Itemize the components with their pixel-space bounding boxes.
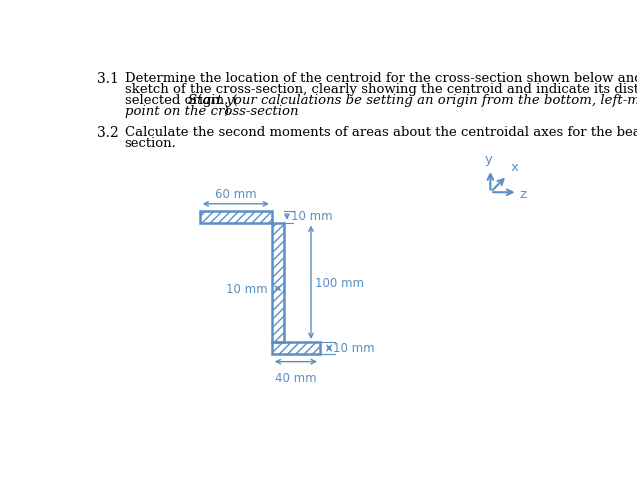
- Text: Calculate the second moments of areas about the centroidal axes for the beam cro: Calculate the second moments of areas ab…: [125, 126, 637, 139]
- Text: 40 mm: 40 mm: [275, 371, 317, 384]
- Text: point on the cross-section: point on the cross-section: [125, 105, 298, 118]
- Bar: [272, 342, 320, 354]
- Text: x: x: [510, 161, 518, 174]
- Text: selected origin. (: selected origin. (: [125, 94, 238, 107]
- Text: 3.1: 3.1: [97, 72, 118, 86]
- Text: 100 mm: 100 mm: [315, 276, 364, 289]
- Text: section.: section.: [125, 137, 176, 150]
- Bar: [272, 342, 320, 354]
- Bar: [272, 342, 320, 354]
- Bar: [272, 223, 284, 342]
- Text: ).: ).: [223, 105, 233, 118]
- Text: 10 mm: 10 mm: [291, 210, 333, 223]
- Bar: [200, 211, 272, 223]
- Text: 3.2: 3.2: [97, 126, 118, 140]
- Bar: [200, 211, 272, 223]
- Text: Determine the location of the centroid for the cross-section shown below and dra: Determine the location of the centroid f…: [125, 72, 637, 85]
- Text: 10 mm: 10 mm: [226, 282, 268, 295]
- Text: 10 mm: 10 mm: [333, 342, 375, 355]
- Text: y: y: [485, 153, 493, 166]
- Text: Start your calculations be setting an origin from the bottom, left-most: Start your calculations be setting an or…: [188, 94, 637, 107]
- Bar: [272, 223, 284, 342]
- Bar: [200, 211, 272, 223]
- Text: 60 mm: 60 mm: [215, 188, 257, 201]
- Text: z: z: [520, 187, 527, 200]
- Bar: [272, 223, 284, 342]
- Text: sketch of the cross-section, clearly showing the centroid and indicate its dista: sketch of the cross-section, clearly sho…: [125, 83, 637, 96]
